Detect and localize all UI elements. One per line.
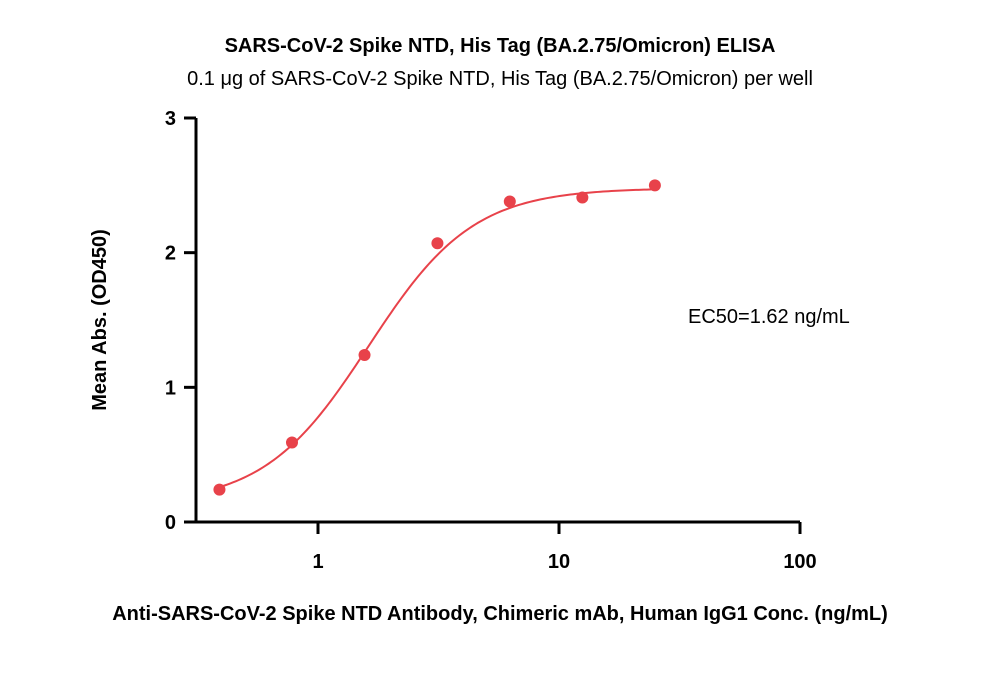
fit-curve [219,188,655,489]
data-points [213,179,661,496]
chart-subtitle: 0.1 μg of SARS-CoV-2 Spike NTD, His Tag … [187,68,813,90]
x-tick-label: 1 [312,551,323,573]
data-point [213,483,226,496]
x-axis-label: Anti-SARS-CoV-2 Spike NTD Antibody, Chim… [112,603,888,625]
y-tick-label: 0 [165,512,176,534]
ec50-annotation: EC50=1.62 ng/mL [688,306,850,328]
y-tick-label: 2 [165,243,176,265]
x-tick-label: 100 [783,551,816,573]
axes [194,118,800,524]
chart-title: SARS-CoV-2 Spike NTD, His Tag (BA.2.75/O… [225,35,776,57]
y-tick-label: 3 [165,108,176,130]
data-point [431,237,444,250]
data-point [358,349,371,362]
data-point [648,179,661,192]
data-point [285,436,298,449]
data-point [576,191,589,204]
y-tick-label: 1 [165,377,176,399]
data-point [503,195,516,208]
y-axis-label: Mean Abs. (OD450) [89,229,111,411]
x-tick-label: 10 [548,551,570,573]
y-ticks: 0 1 2 3 [165,108,196,534]
x-ticks: 1 10 100 [312,522,817,573]
